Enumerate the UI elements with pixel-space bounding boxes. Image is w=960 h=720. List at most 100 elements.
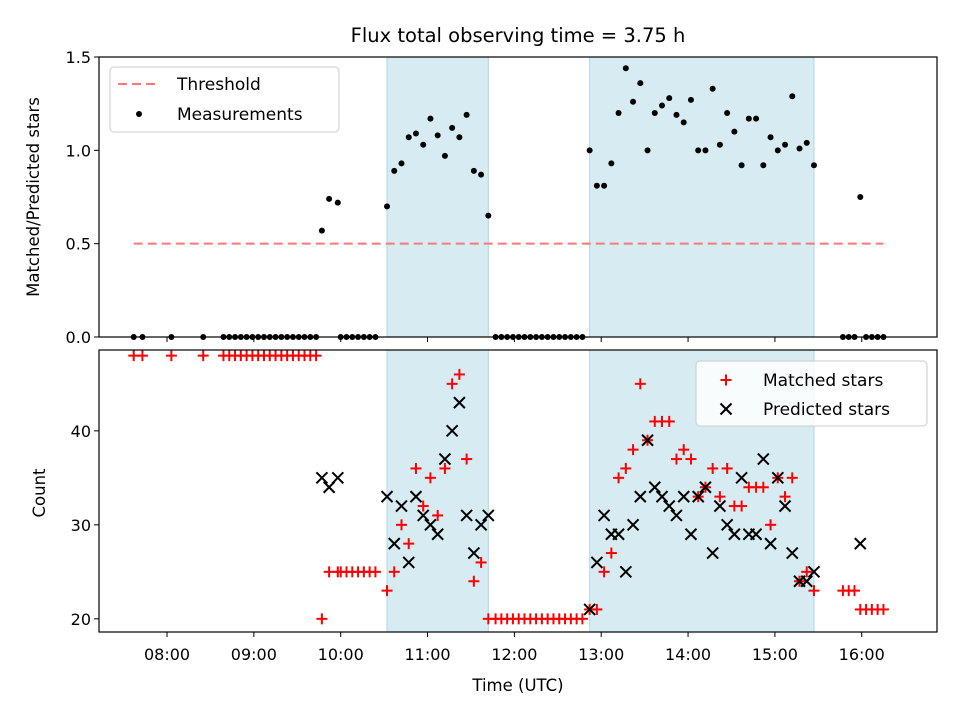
predicted-star-point-b [445, 424, 459, 438]
predicted-star-point [655, 490, 669, 503]
measurement-point [810, 162, 817, 169]
measurement-point [326, 195, 333, 202]
matched-star-point [627, 444, 639, 456]
predicted-star-point-b [749, 528, 763, 541]
legend-predicted-marker-b [719, 402, 733, 416]
bottom-y-tick-label: 40 [71, 422, 91, 441]
predicted-star-point [670, 509, 683, 522]
predicted-star-point-b [467, 546, 481, 560]
predicted-star-point-b [800, 575, 813, 588]
matched-star-point [721, 462, 733, 474]
predicted-star-point-b [648, 481, 661, 494]
bottom-shaded-span-0 [387, 350, 489, 632]
predicted-star-point-b [380, 490, 394, 503]
top-legend-box [109, 66, 340, 133]
measurement-point [449, 124, 456, 131]
predicted-star-point-b [402, 556, 415, 569]
bottom-x-tick-label: 16:00 [839, 645, 885, 664]
measurement-point [615, 110, 622, 116]
predicted-star-point-b [854, 537, 867, 550]
predicted-star-point [706, 546, 719, 560]
matched-star-point [670, 453, 682, 465]
matched-star-point [808, 585, 820, 597]
matched-star-point [779, 491, 791, 503]
predicted-star-point [691, 490, 705, 503]
predicted-star-point-b [395, 499, 408, 513]
top-y-tick-label: 1.5 [66, 48, 91, 67]
legend-predicted-marker [719, 402, 733, 416]
bottom-x-tick-label: 14:00 [665, 645, 711, 664]
measurement-point [687, 96, 694, 103]
predicted-star-point-b [735, 471, 748, 485]
predicted-star-point [315, 471, 329, 485]
measurement-point [789, 93, 796, 100]
matched-star-point [369, 566, 381, 578]
matched-star-point [605, 547, 617, 559]
predicted-star-point [626, 518, 640, 532]
predicted-star-point-b [713, 499, 727, 513]
predicted-star-point [757, 452, 770, 466]
top-shaded-span-1 [589, 57, 814, 337]
measurement-point [586, 147, 593, 154]
predicted-star-point-b [786, 546, 799, 560]
measurement-point [420, 141, 427, 148]
measurement-point [753, 115, 760, 122]
predicted-star-point-b [757, 452, 770, 466]
legend-matched-marker [720, 374, 732, 386]
predicted-star-point-b [474, 518, 488, 532]
predicted-star-point [735, 471, 748, 485]
bottom-legend-box [695, 360, 928, 427]
matched-star-point [310, 350, 322, 362]
predicted-star-point [445, 424, 459, 438]
measurement-point [427, 115, 434, 122]
predicted-star-point [416, 509, 430, 522]
predicted-star-point [699, 481, 712, 494]
predicted-star-point-b [619, 565, 633, 579]
predicted-star-point-b [612, 528, 625, 541]
measurement-point [478, 171, 485, 178]
predicted-star-point [684, 528, 698, 541]
predicted-star-point [648, 481, 661, 494]
predicted-star-point-b [706, 546, 719, 560]
predicted-star-point-b [409, 490, 423, 503]
measurement-point [651, 110, 658, 116]
bottom-x-tick-label: 08:00 [144, 645, 190, 664]
measurement-point [441, 152, 448, 159]
top-y-tick-label: 1.0 [66, 141, 91, 160]
predicted-star-point [634, 490, 647, 503]
measurement-point [774, 147, 781, 154]
measurement-point [637, 80, 644, 87]
matched-star-point [765, 519, 777, 531]
measurement-point [709, 85, 716, 92]
predicted-star-point [677, 490, 690, 503]
predicted-star-point [720, 518, 734, 532]
predicted-star-point-b [590, 556, 604, 569]
top-axes-frame [98, 56, 938, 338]
top-y-tick-label: 0.0 [66, 328, 91, 347]
measurement-point [434, 132, 441, 139]
matched-star-point [446, 378, 458, 390]
matched-star-point [381, 585, 393, 597]
measurement-point [666, 95, 673, 102]
matched-star-point [468, 575, 480, 587]
predicted-star-point [713, 499, 727, 513]
predicted-star-point-b [663, 499, 676, 513]
measurement-point [673, 111, 680, 118]
measurement-point [608, 160, 615, 167]
measurement-point [405, 134, 412, 141]
matched-star-point [316, 613, 328, 625]
predicted-star-point-b [807, 565, 821, 579]
matched-star-point [707, 462, 719, 474]
predicted-star-point-b [699, 481, 712, 494]
predicted-star-point [786, 546, 799, 560]
predicted-star-point [728, 528, 741, 541]
matched-star-point [849, 585, 861, 597]
bottom-y-tick-label: 30 [71, 516, 91, 535]
top-y-axis-label: Matched/Predicted stars [24, 97, 43, 297]
measurement-point [731, 128, 738, 135]
bottom-y-tick-label: 20 [71, 610, 91, 629]
matched-star-point [714, 491, 726, 503]
predicted-star-point [388, 537, 401, 550]
matched-star-point [461, 453, 473, 465]
